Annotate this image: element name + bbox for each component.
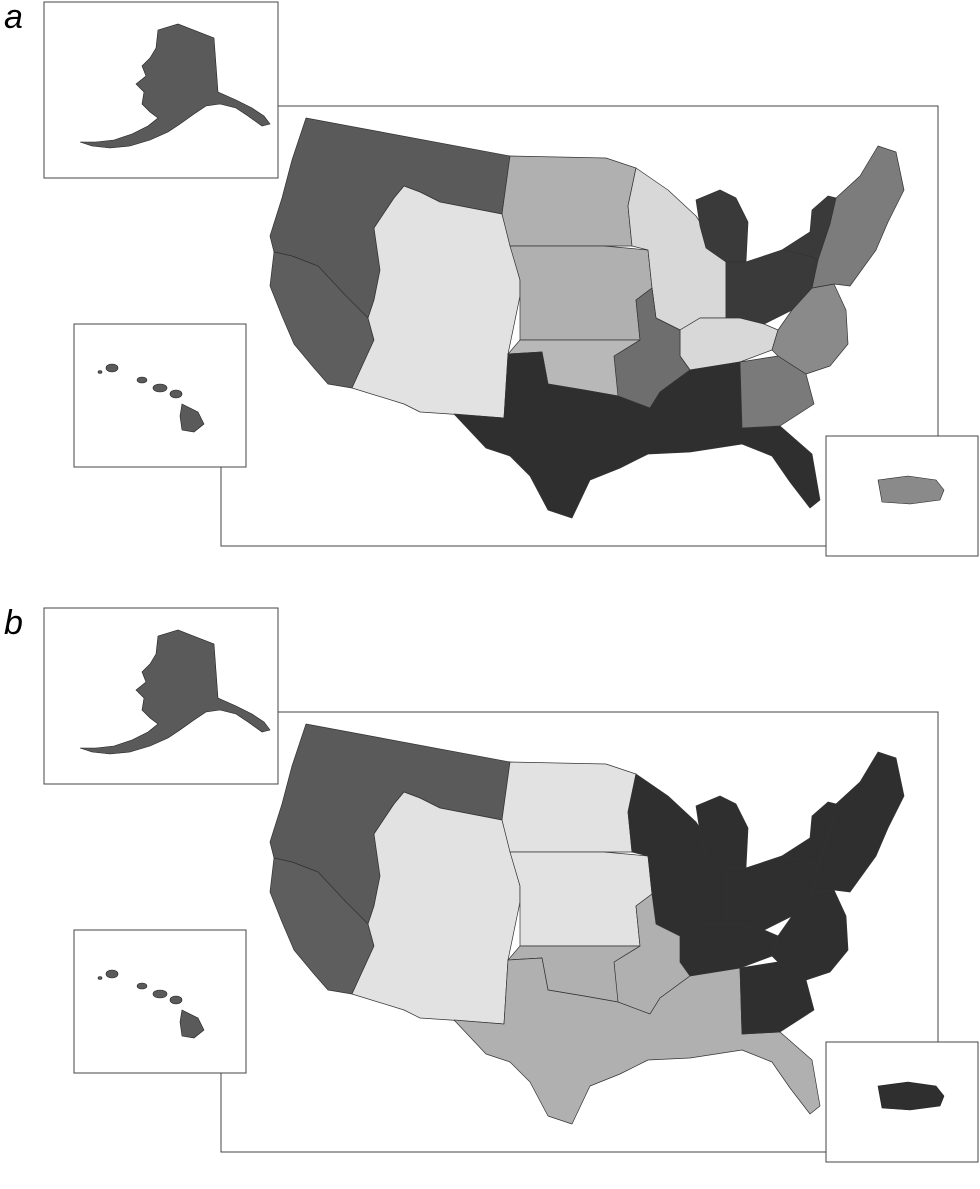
region-hawaii [97, 363, 205, 433]
region-texas-gulf [453, 351, 821, 519]
region-puerto-rico [877, 475, 945, 505]
hawaii-inset [73, 929, 247, 1074]
panel-label: a [4, 0, 23, 36]
region-northern-plains [501, 155, 637, 247]
region-new-york [781, 195, 837, 261]
panel-label: b [4, 604, 23, 642]
region-texas-gulf [453, 957, 821, 1125]
hawaii-inset [73, 323, 247, 468]
region-puerto-rico [877, 1081, 945, 1111]
region-central-plains [509, 245, 653, 341]
map-panel-b: b [0, 606, 980, 1189]
region-central-plains [509, 851, 653, 947]
region-northeast [809, 751, 905, 895]
map-figure [43, 1, 979, 557]
region-northern-plains [501, 761, 637, 853]
region-carolinas-virginia [771, 283, 849, 375]
map-figure [43, 607, 979, 1163]
region-northeast [809, 145, 905, 289]
region-carolinas-virginia [771, 889, 849, 981]
region-hawaii [97, 969, 205, 1039]
region-alaska [79, 629, 271, 755]
map-panel-a: a [0, 0, 980, 583]
region-alaska [79, 23, 271, 149]
region-new-york [781, 801, 837, 867]
